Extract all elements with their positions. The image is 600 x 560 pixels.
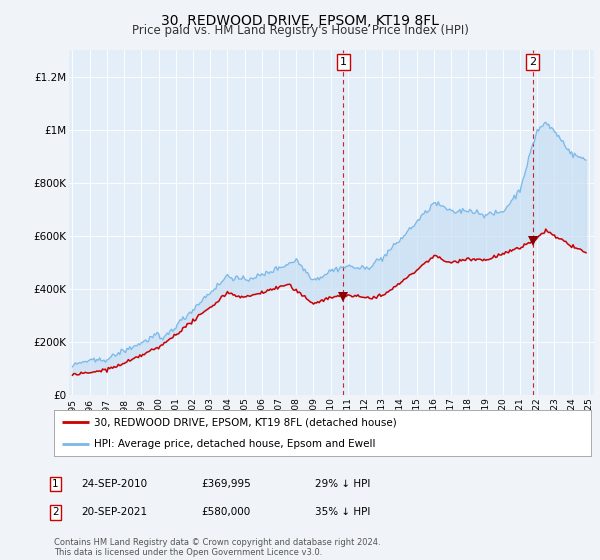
Text: £369,995: £369,995 (201, 479, 251, 489)
Text: HPI: Average price, detached house, Epsom and Ewell: HPI: Average price, detached house, Epso… (94, 440, 376, 450)
Text: 24-SEP-2010: 24-SEP-2010 (81, 479, 147, 489)
Text: 30, REDWOOD DRIVE, EPSOM, KT19 8FL (detached house): 30, REDWOOD DRIVE, EPSOM, KT19 8FL (deta… (94, 417, 397, 427)
Text: 1: 1 (340, 57, 347, 67)
Text: 1: 1 (52, 479, 59, 489)
Text: 20-SEP-2021: 20-SEP-2021 (81, 507, 147, 517)
Text: 2: 2 (52, 507, 59, 517)
Text: 30, REDWOOD DRIVE, EPSOM, KT19 8FL: 30, REDWOOD DRIVE, EPSOM, KT19 8FL (161, 14, 439, 28)
Text: Contains HM Land Registry data © Crown copyright and database right 2024.
This d: Contains HM Land Registry data © Crown c… (54, 538, 380, 557)
Text: 2: 2 (529, 57, 536, 67)
Text: Price paid vs. HM Land Registry's House Price Index (HPI): Price paid vs. HM Land Registry's House … (131, 24, 469, 37)
Text: £580,000: £580,000 (201, 507, 250, 517)
Text: 29% ↓ HPI: 29% ↓ HPI (315, 479, 370, 489)
Text: 35% ↓ HPI: 35% ↓ HPI (315, 507, 370, 517)
